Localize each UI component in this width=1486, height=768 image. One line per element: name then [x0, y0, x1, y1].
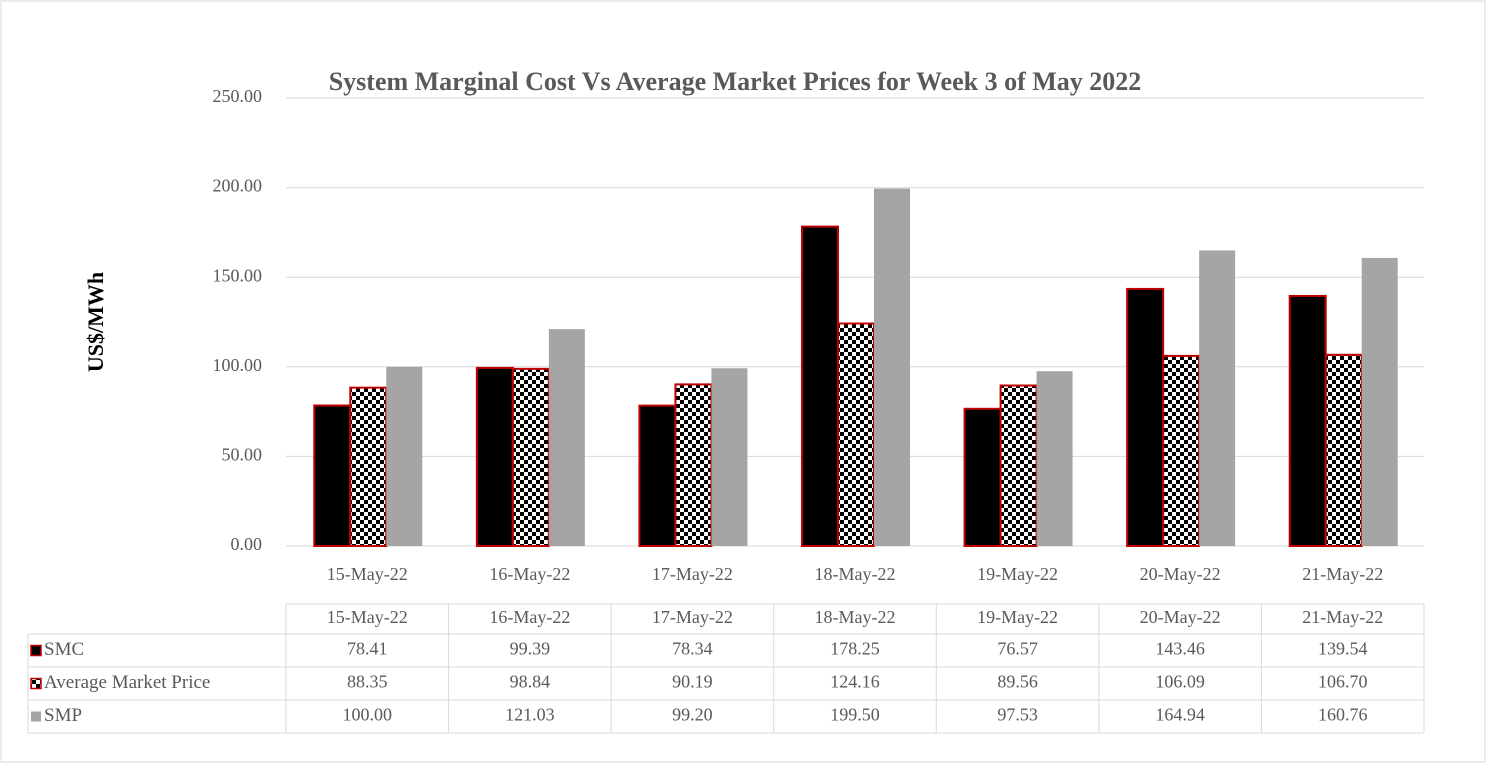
bar	[313, 404, 352, 548]
bar	[711, 368, 748, 546]
bar	[1162, 354, 1201, 547]
table-header: 18-May-22	[815, 607, 896, 627]
bar	[1126, 287, 1165, 547]
y-tick-label: 250.00	[213, 86, 263, 106]
table-header: 21-May-22	[1302, 607, 1383, 627]
bar	[801, 225, 839, 548]
table-value: 99.20	[672, 705, 713, 725]
table-value: 89.56	[997, 672, 1038, 692]
y-tick-label: 50.00	[222, 445, 263, 465]
table-value: 160.76	[1318, 705, 1368, 725]
table-header: 17-May-22	[652, 607, 733, 627]
y-tick-label: 0.00	[231, 534, 263, 554]
bar	[386, 366, 423, 546]
bar	[349, 386, 388, 547]
table-value: 90.19	[672, 672, 713, 692]
table-value: 164.94	[1155, 705, 1205, 725]
y-tick-label: 100.00	[213, 355, 263, 375]
bar	[1361, 257, 1398, 546]
y-axis-label: US$/MWh	[83, 272, 108, 372]
table-value: 143.46	[1155, 639, 1205, 659]
table-value: 106.70	[1318, 672, 1368, 692]
table-value: 78.34	[672, 639, 713, 659]
legend-key	[30, 677, 42, 690]
bar	[475, 366, 514, 547]
bar	[511, 367, 550, 547]
table-value: 199.50	[830, 705, 880, 725]
x-tick-label: 17-May-22	[652, 564, 733, 584]
y-tick-label: 200.00	[213, 176, 263, 196]
table-header: 16-May-22	[489, 607, 570, 627]
legend-label: Average Market Price	[44, 672, 210, 693]
table-header: 19-May-22	[977, 607, 1058, 627]
legend-key	[31, 711, 41, 722]
legend-key	[30, 644, 42, 657]
x-tick-label: 21-May-22	[1302, 564, 1383, 584]
table-value: 139.54	[1318, 639, 1368, 659]
table-value: 98.84	[510, 672, 551, 692]
bar	[999, 384, 1038, 547]
legend-label: SMP	[44, 705, 82, 726]
bar	[1288, 294, 1327, 547]
table-value: 76.57	[997, 639, 1038, 659]
chart-title: System Marginal Cost Vs Average Market P…	[329, 67, 1142, 96]
bar	[548, 329, 585, 546]
table-value: 78.41	[347, 639, 388, 659]
bar	[1324, 353, 1363, 548]
table-header: 15-May-22	[327, 607, 408, 627]
bar	[1199, 250, 1236, 546]
table-value: 124.16	[830, 672, 880, 692]
x-tick-label: 15-May-22	[327, 564, 408, 584]
bar	[1036, 371, 1073, 546]
x-tick-label: 18-May-22	[815, 564, 896, 584]
x-tick-label: 20-May-22	[1140, 564, 1221, 584]
y-tick-label: 150.00	[213, 265, 263, 285]
bar	[674, 383, 713, 547]
bar	[638, 404, 677, 547]
x-tick-label: 16-May-22	[489, 564, 570, 584]
bar	[837, 322, 875, 547]
bar	[874, 188, 910, 546]
table-value: 121.03	[505, 705, 555, 725]
bar	[963, 407, 1002, 547]
table-value: 106.09	[1155, 672, 1205, 692]
table-value: 178.25	[830, 639, 880, 659]
table-value: 88.35	[347, 672, 388, 692]
table-value: 99.39	[510, 639, 551, 659]
table-value: 100.00	[343, 705, 393, 725]
table-header: 20-May-22	[1140, 607, 1221, 627]
table-value: 97.53	[997, 705, 1038, 725]
x-tick-label: 19-May-22	[977, 564, 1058, 584]
legend-label: SMC	[44, 639, 84, 660]
